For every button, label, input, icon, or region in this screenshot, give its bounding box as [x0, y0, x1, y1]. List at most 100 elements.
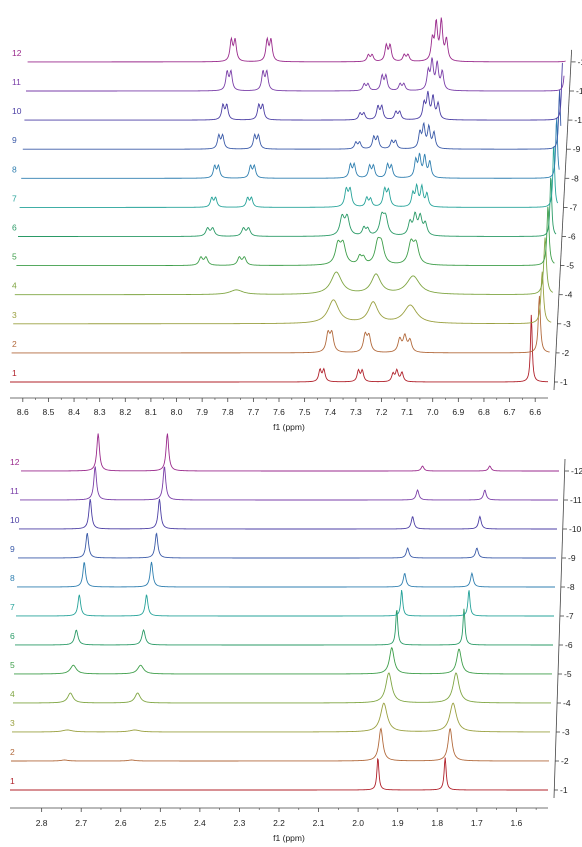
trace-label-4: 4: [12, 281, 17, 291]
trace-label-2: 2: [10, 747, 15, 757]
trace-label-9: 9: [10, 544, 15, 554]
trace-label-8: 8: [12, 164, 17, 174]
x-tick-label: 2.1: [313, 818, 325, 828]
spectrum-trace-6: [15, 608, 553, 646]
trace-label-6: 6: [10, 631, 15, 641]
x-tick-label: 8.0: [171, 407, 183, 417]
trace-index-label-4: -4: [565, 290, 573, 300]
trace-index-label-1: -1: [560, 377, 568, 387]
x-tick-label: 7.8: [222, 407, 234, 417]
trace-label-1: 1: [10, 776, 15, 786]
trace-index-label-6: -6: [568, 232, 576, 242]
trace-label-3: 3: [12, 310, 17, 320]
trace-label-5: 5: [10, 660, 15, 670]
trace-label-4: 4: [10, 689, 15, 699]
trace-index-label-12: -12: [571, 466, 582, 476]
x-axis-label: f1 (ppm): [273, 422, 305, 432]
x-axis-label: f1 (ppm): [273, 833, 305, 843]
trace-index-label-8: -8: [571, 173, 579, 183]
x-tick-label: 1.6: [510, 818, 522, 828]
nmr-panel-aromatic: 8.6 8.5 8.4 8.3 8.2 8.1 8.0 7.9 7.8 7.7 7.6 7.5 7.4 7…: [10, 17, 582, 432]
spectrum-trace-8: [21, 117, 560, 179]
trace-index-label-10: -10: [574, 115, 582, 125]
x-tick-label: 2.6: [115, 818, 127, 828]
x-tick-label: 2.5: [154, 818, 166, 828]
trace-index-label-8: -8: [567, 582, 575, 592]
spectrum-trace-4: [14, 237, 554, 296]
spectrum-trace-9: [18, 532, 556, 559]
spectrum-trace-10: [19, 498, 557, 530]
trace-index-label-3: -3: [562, 727, 570, 737]
spectrum-trace-3: [13, 271, 552, 325]
trace-index-label-2: -2: [561, 756, 569, 766]
trace-label-7: 7: [10, 602, 15, 612]
trace-index-label-3: -3: [563, 319, 571, 329]
trace-label-3: 3: [10, 718, 15, 728]
x-tick-label: 2.2: [273, 818, 285, 828]
x-tick-label: 2.4: [194, 818, 206, 828]
x-tick-label: 7.9: [196, 407, 208, 417]
x-tick-label: 8.1: [145, 407, 157, 417]
spectrum-trace-6: [18, 177, 557, 237]
x-tick-label: 7.0: [427, 407, 439, 417]
trace-label-11: 11: [12, 77, 21, 87]
x-tick-label: 8.3: [94, 407, 106, 417]
x-tick-label: 2.3: [234, 818, 246, 828]
trace-index-label-11: -11: [576, 86, 582, 96]
x-tick-label: 2.0: [352, 818, 364, 828]
x-tick-label: 7.1: [401, 407, 413, 417]
x-tick-label: 2.8: [36, 818, 48, 828]
spectrum-trace-1: [10, 314, 549, 383]
spectrum-trace-7: [19, 146, 559, 208]
spectrum-trace-11: [26, 57, 565, 92]
trace-index-axis: [553, 458, 566, 799]
spectrum-trace-12: [21, 433, 559, 472]
spectrum-trace-7: [16, 589, 554, 617]
trace-index-label-5: -5: [566, 261, 574, 271]
spectrum-trace-3: [12, 702, 551, 733]
trace-label-9: 9: [12, 135, 17, 145]
x-tick-label: 6.6: [529, 407, 541, 417]
trace-index-label-6: -6: [565, 640, 573, 650]
trace-index-label-1: -1: [560, 785, 568, 795]
trace-index-label-9: -9: [568, 553, 576, 563]
spectrum-trace-9: [22, 89, 562, 150]
x-tick-label: 1.8: [431, 818, 443, 828]
trace-index-label-4: -4: [563, 698, 571, 708]
trace-index-label-12: -12: [578, 57, 582, 67]
x-tick-label: 1.7: [471, 818, 483, 828]
x-tick-label: 6.9: [452, 407, 464, 417]
x-tick-label: 8.4: [68, 407, 80, 417]
trace-label-12: 12: [12, 48, 22, 58]
x-tick-label: 6.8: [478, 407, 490, 417]
x-tick-label: 7.7: [247, 407, 259, 417]
trace-index-label-9: -9: [573, 144, 581, 154]
spectrum-trace-2: [11, 295, 550, 354]
spectrum-trace-8: [17, 561, 555, 588]
trace-label-6: 6: [12, 223, 17, 233]
x-tick-label: 2.7: [75, 818, 87, 828]
trace-label-5: 5: [12, 252, 17, 262]
x-tick-label: 8.2: [119, 407, 131, 417]
trace-label-10: 10: [10, 515, 20, 525]
trace-index-label-5: -5: [564, 669, 572, 679]
nmr-panel-aliphatic: 2.8 2.7 2.6 2.5 2.4 2.3 2.2 2.1 2.0 1.9 1.8 1.7 1.6 f…: [10, 433, 582, 843]
spectrum-trace-4: [13, 672, 551, 704]
trace-index-label-7: -7: [566, 611, 574, 621]
spectrum-trace-1: [10, 757, 548, 791]
trace-label-10: 10: [12, 106, 22, 116]
x-tick-label: 8.5: [43, 407, 55, 417]
spectrum-trace-11: [20, 466, 558, 501]
x-tick-label: 1.9: [392, 818, 404, 828]
x-tick-label: 8.6: [17, 407, 29, 417]
trace-index-label-2: -2: [562, 348, 570, 358]
trace-index-label-11: -11: [570, 495, 582, 505]
x-tick-label: 7.6: [273, 407, 285, 417]
spectrum-trace-10: [24, 62, 563, 121]
x-tick-label: 7.4: [324, 407, 336, 417]
x-tick-label: 7.3: [350, 407, 362, 417]
trace-label-1: 1: [12, 368, 17, 378]
spectrum-trace-5: [16, 206, 555, 267]
